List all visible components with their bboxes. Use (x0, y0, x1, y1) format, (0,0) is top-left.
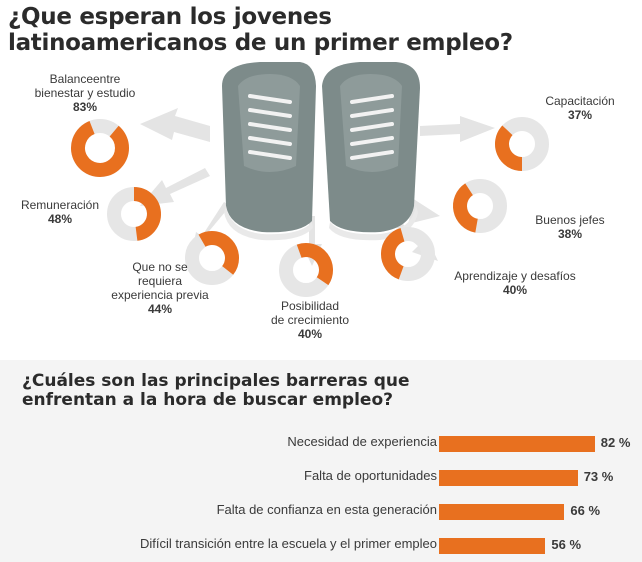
title-line-2: latinoamericanos de un primer empleo? (8, 30, 513, 56)
donut-value-arc (453, 183, 479, 233)
left-shoe (222, 62, 316, 241)
bar-value-label: 73 % (583, 469, 614, 484)
donut-value-arc (296, 243, 333, 286)
donut-label-1: Remuneración 48% (0, 198, 120, 226)
barriers-title-line-1: ¿Cuáles son las principales barreras que (22, 371, 410, 391)
donut-label-6: Capacitación 37% (520, 94, 640, 122)
donut-percent: 44% (147, 302, 173, 316)
bar-mark (439, 538, 546, 554)
donut-label-line: Capacitación (545, 94, 615, 108)
sneakers-illustration (71, 62, 549, 297)
donut-5 (453, 179, 507, 233)
donut-percent: 38% (557, 227, 583, 241)
donut-label-line: Posibilidad (280, 299, 340, 313)
donut-label-line: bienestar y estudio (34, 86, 136, 100)
donut-label-line: Aprendizaje y desafíos (454, 269, 576, 283)
donut-percent: 48% (47, 212, 73, 226)
bar-value-label: 82 % (600, 435, 631, 450)
donut-percent: 40% (297, 327, 323, 341)
donut-label-line: de crecimiento (270, 313, 350, 327)
expectations-chart: Balanceentre bienestar y estudio 83% Remune… (0, 56, 642, 356)
bar-mark (439, 504, 565, 520)
title-line-1: ¿Que esperan los jovenes (8, 4, 332, 30)
donut-percent: 40% (502, 283, 528, 297)
donut-1 (107, 187, 161, 241)
right-shoe (322, 62, 420, 241)
barriers-section: ¿Cuáles son las principales barreras que… (0, 360, 642, 562)
bar-category-label: Difícil transición entre la escuela y el… (140, 536, 437, 551)
donut-label-line: requiera (137, 274, 183, 288)
donut-label-4: Aprendizaje y desafíos 40% (430, 269, 600, 297)
arrow-left-top (140, 108, 210, 142)
donut-0 (71, 119, 129, 177)
donut-label-0: Balanceentre bienestar y estudio 83% (0, 72, 170, 114)
donut-label-line: Balanceentre (49, 72, 121, 86)
bar-value-label: 66 % (570, 503, 601, 518)
donut-3 (279, 243, 333, 297)
donut-label-line: Que no se (132, 260, 188, 274)
donut-charts (71, 117, 549, 297)
donut-value-arc (198, 231, 239, 275)
donut-label-line: Remuneración (20, 198, 100, 212)
donut-label-line: Buenos jefes (535, 213, 605, 227)
bar-mark (439, 470, 578, 486)
donut-percent: 83% (72, 100, 98, 114)
barriers-title: ¿Cuáles son las principales barreras que… (22, 372, 542, 410)
donut-value-arc (71, 120, 129, 177)
donut-value-arc (133, 187, 161, 241)
arrow-right-top (420, 116, 495, 142)
donut-6 (495, 117, 549, 171)
donut-value-arc (381, 228, 405, 280)
donut-label-line: experiencia previa (111, 288, 209, 302)
donut-percent: 37% (567, 108, 593, 122)
arrow-left-mid (140, 168, 210, 206)
bar-value-label: 56 % (551, 537, 582, 552)
bar-category-label: Falta de confianza en esta generación (216, 502, 437, 517)
donut-label-2: Que no se requiera experiencia previa 44% (95, 260, 225, 316)
bar-category-label: Necesidad de experiencia (287, 434, 437, 449)
donut-value-arc (495, 125, 523, 171)
bar-mark (439, 436, 595, 452)
barriers-title-line-2: enfrentan a la hora de buscar empleo? (22, 390, 393, 410)
donut-label-3: Posibilidad de crecimiento 40% (250, 299, 370, 341)
donut-label-5: Buenos jefes 38% (520, 213, 620, 241)
donut-4 (381, 227, 435, 281)
page-title: ¿Que esperan los jovenes latinoamericano… (8, 4, 568, 56)
bar-category-label: Falta de oportunidades (304, 468, 437, 483)
donut-2 (185, 231, 239, 285)
